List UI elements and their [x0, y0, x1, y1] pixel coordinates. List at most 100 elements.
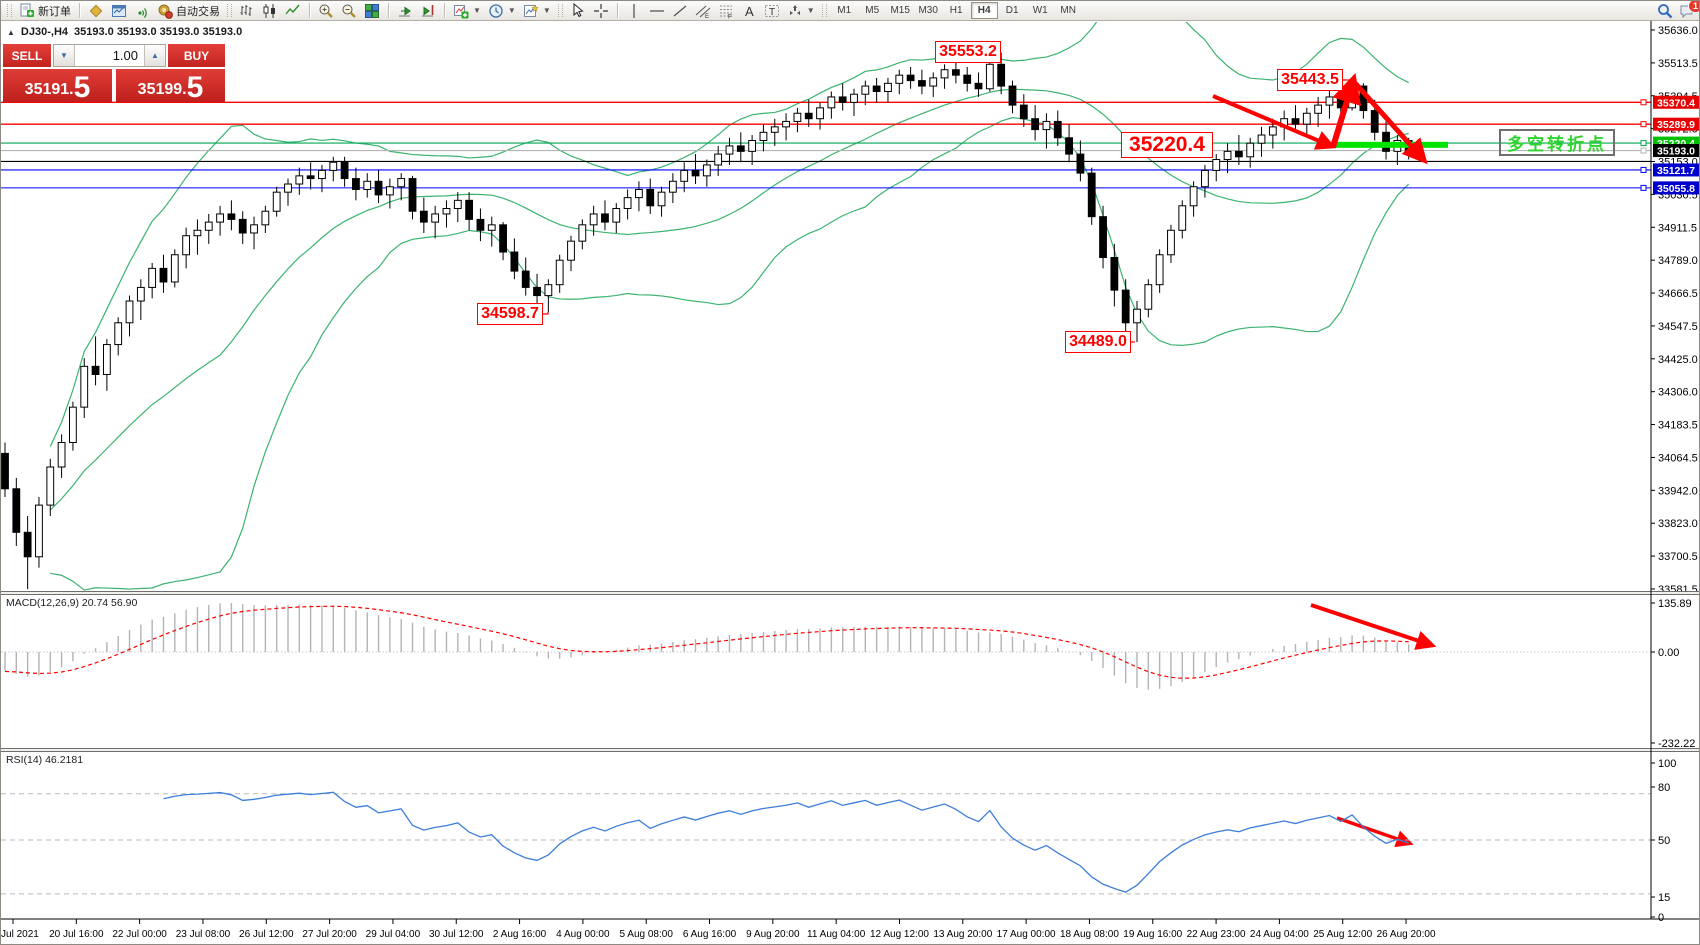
timeframe-m5-button[interactable]: M5	[865, 5, 880, 16]
data-window-button[interactable]	[108, 2, 130, 20]
trend-arrow[interactable]	[1310, 603, 1437, 650]
add-indicator-dropdown-icon[interactable]: ▼	[473, 6, 481, 15]
text-label-button[interactable]: T	[761, 2, 783, 20]
timeframe-h4-button[interactable]: H4	[970, 2, 998, 19]
candle-body	[284, 183, 292, 193]
templates-dropdown-icon[interactable]: ▼	[542, 6, 551, 15]
fibonacci-button[interactable]: F	[715, 2, 737, 20]
timeframe-m15-button[interactable]: M15	[890, 5, 910, 16]
price-axis-label: 33823.0	[1658, 518, 1698, 530]
templates-button[interactable]: ▼	[520, 2, 554, 20]
candle-body	[884, 82, 892, 92]
timeframe-h1-button[interactable]: H1	[949, 5, 963, 16]
turning-point-text-annotation[interactable]: 多空转折点	[1499, 129, 1615, 156]
level-anchor-square[interactable]	[1640, 99, 1647, 106]
one-click-panel-toggle-icon[interactable]: ▲	[7, 27, 15, 37]
timeframe-m30-button[interactable]: M30	[918, 5, 938, 16]
price-annotation-label[interactable]: 35553.2	[935, 41, 1001, 63]
volume-field[interactable]: ▼ 1.00 ▲	[53, 44, 166, 67]
notifications-icon[interactable]: 1	[1676, 1, 1699, 20]
toolbar-drag-handle[interactable]	[227, 4, 232, 17]
auto-scroll-button[interactable]	[394, 2, 416, 20]
support-zone-bar[interactable]	[1328, 141, 1448, 148]
candle-body	[487, 224, 496, 231]
level-anchor-square[interactable]	[1640, 140, 1647, 147]
candle-body	[850, 93, 858, 103]
pane-separator[interactable]	[1, 748, 1700, 752]
crosshair-button[interactable]	[590, 2, 612, 20]
search-icon[interactable]	[1654, 2, 1676, 20]
chart-ohlc-values: 35193.0 35193.0 35193.0 35193.0	[74, 26, 243, 38]
periods-dropdown-icon[interactable]: ▼	[507, 6, 516, 15]
price-annotation-label[interactable]: 34489.0	[1065, 331, 1131, 353]
time-axis-label: 4 Aug 00:00	[556, 929, 610, 940]
candle-body	[555, 259, 564, 286]
toolbar-drag-handle[interactable]	[821, 4, 827, 17]
signals-button[interactable]	[131, 2, 153, 20]
timeframe-d1-button[interactable]: D1	[1005, 5, 1019, 16]
periods-button[interactable]: ▼	[485, 2, 519, 20]
candle-body	[895, 74, 904, 84]
bollinger-middle-band	[49, 88, 1409, 511]
pane-separator[interactable]	[1, 591, 1700, 595]
candle-body	[329, 161, 338, 171]
candle-body	[940, 69, 949, 79]
zoom-out-button[interactable]	[338, 2, 360, 20]
level-anchor-square[interactable]	[1640, 121, 1647, 128]
trend-arrow[interactable]	[1212, 94, 1337, 150]
trendline-icon	[672, 3, 688, 19]
zoom-in-button[interactable]	[315, 2, 337, 20]
volume-decrease-button[interactable]: ▼	[54, 45, 75, 66]
candle-body	[668, 180, 677, 193]
tile-windows-button[interactable]	[361, 2, 383, 20]
candle-body	[318, 169, 326, 180]
autotrading-icon	[157, 3, 173, 19]
timeframe-mn-button[interactable]: MN	[1060, 5, 1076, 16]
arrows-button[interactable]: ▼	[784, 2, 818, 20]
horizontal-line-button[interactable]	[646, 2, 668, 20]
vertical-line-button[interactable]	[623, 2, 645, 20]
price-annotation-label[interactable]: 35220.4	[1121, 132, 1213, 158]
volume-increase-button[interactable]: ▲	[144, 45, 165, 66]
equidistant-channel-button[interactable]: E	[692, 2, 714, 20]
level-anchor-square[interactable]	[1640, 184, 1647, 191]
buy-button[interactable]: BUY	[168, 44, 225, 67]
cursor-button[interactable]	[567, 2, 589, 20]
bar-chart-button[interactable]	[236, 2, 258, 20]
rsi-line	[163, 791, 1409, 893]
market-watch-button[interactable]	[85, 2, 107, 20]
price-annotation-label[interactable]: 35443.5	[1277, 69, 1343, 91]
candle-body	[714, 153, 723, 166]
level-anchor-square[interactable]	[1640, 147, 1647, 154]
line-chart-button[interactable]	[282, 2, 304, 20]
macd-axis-label: 135.89	[1658, 598, 1692, 610]
svg-text:T: T	[769, 7, 775, 18]
autotrading-button[interactable]: 自动交易	[154, 2, 223, 20]
trendline-button[interactable]	[669, 2, 691, 20]
arrows-dropdown-icon[interactable]: ▼	[806, 6, 815, 15]
chart-shift-button[interactable]	[417, 2, 439, 20]
toolbar-drag-handle[interactable]	[7, 4, 12, 17]
candle-body	[272, 191, 281, 212]
toolbar-drag-handle[interactable]	[557, 4, 563, 17]
sell-button[interactable]: SELL	[3, 44, 51, 67]
timeframe-m1-button[interactable]: M1	[837, 5, 852, 16]
trend-arrow[interactable]	[1353, 81, 1428, 165]
sell-price-display[interactable]: 35191. 5	[3, 69, 112, 102]
candlestick-chart-button[interactable]	[259, 2, 281, 20]
price-annotation-label[interactable]: 34598.7	[477, 303, 543, 325]
candle-body	[476, 218, 485, 231]
new-order-label: 新订单	[38, 5, 71, 18]
toolbar-separator	[444, 3, 445, 18]
level-anchor-square[interactable]	[1640, 166, 1647, 173]
timeframe-w1-button[interactable]: W1	[1032, 5, 1048, 16]
templates-icon	[523, 3, 539, 19]
new-order-button[interactable]: 新订单	[16, 2, 74, 20]
candle-body	[1189, 186, 1198, 207]
buy-price-display[interactable]: 35199. 5	[116, 69, 225, 102]
text-button[interactable]: A	[738, 2, 760, 20]
add-indicator-button[interactable]: ▼	[450, 2, 484, 20]
trend-arrow[interactable]	[1330, 72, 1362, 148]
volume-value[interactable]: 1.00	[112, 48, 138, 63]
